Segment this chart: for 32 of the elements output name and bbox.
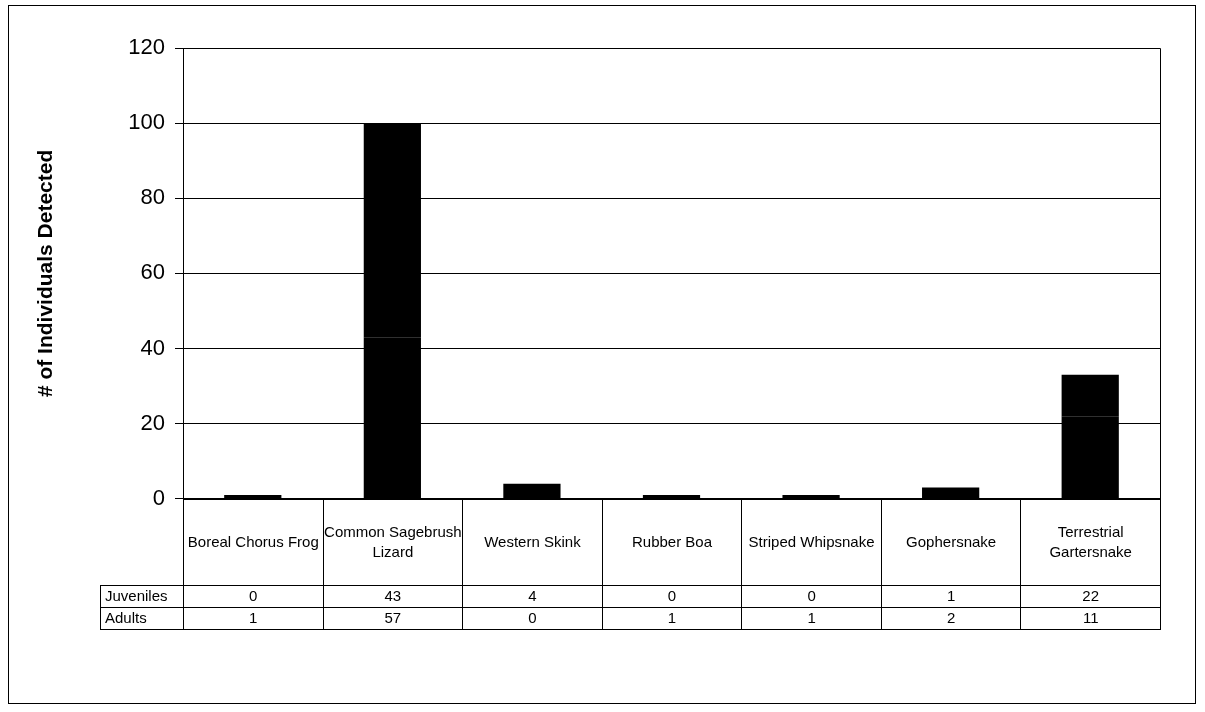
x-tick-label: Boreal Chorus Frog — [187, 532, 319, 553]
y-tick-label: 0 — [152, 484, 165, 510]
data-label: 57 — [384, 608, 402, 629]
x-tick-label: Striped Whipsnake — [748, 532, 875, 553]
data-label: 11 — [1082, 608, 1099, 629]
text: Adults — [105, 608, 147, 629]
bar — [922, 487, 980, 496]
data-label: 0 — [807, 586, 816, 607]
x-tick-label: Terrestrial Gartersnake — [1048, 522, 1133, 563]
y-tick-label: 120 — [128, 34, 165, 60]
series-label: Juveniles — [105, 586, 168, 607]
data-label: 1 — [807, 608, 816, 629]
y-tick-label: 100 — [128, 109, 165, 135]
data-label: 0 — [667, 586, 677, 607]
x-tick-label: Gophersnake — [906, 532, 997, 553]
y-axis-title: # of Individuals Detected — [33, 149, 57, 398]
data-label: 0 — [528, 608, 537, 629]
y-tick-label: 20 — [140, 409, 165, 435]
x-tick-label: Western Skink — [484, 532, 581, 553]
data-label: 4 — [528, 586, 537, 607]
data-label: 0 — [249, 586, 258, 607]
x-tick-label: Rubber Boa — [631, 532, 713, 553]
data-label: 43 — [384, 586, 402, 607]
data-label: 22 — [1082, 586, 1100, 607]
data-label: 1 — [946, 586, 956, 607]
data-label: 1 — [667, 608, 677, 629]
x-tick-label: Common Sagebrush Lizard — [323, 522, 463, 563]
y-tick-label: 60 — [140, 259, 165, 285]
y-tick-label: 80 — [140, 184, 165, 210]
y-tick-label: 40 — [140, 334, 165, 360]
data-label: 1 — [249, 608, 258, 629]
data-label: 2 — [946, 608, 956, 629]
